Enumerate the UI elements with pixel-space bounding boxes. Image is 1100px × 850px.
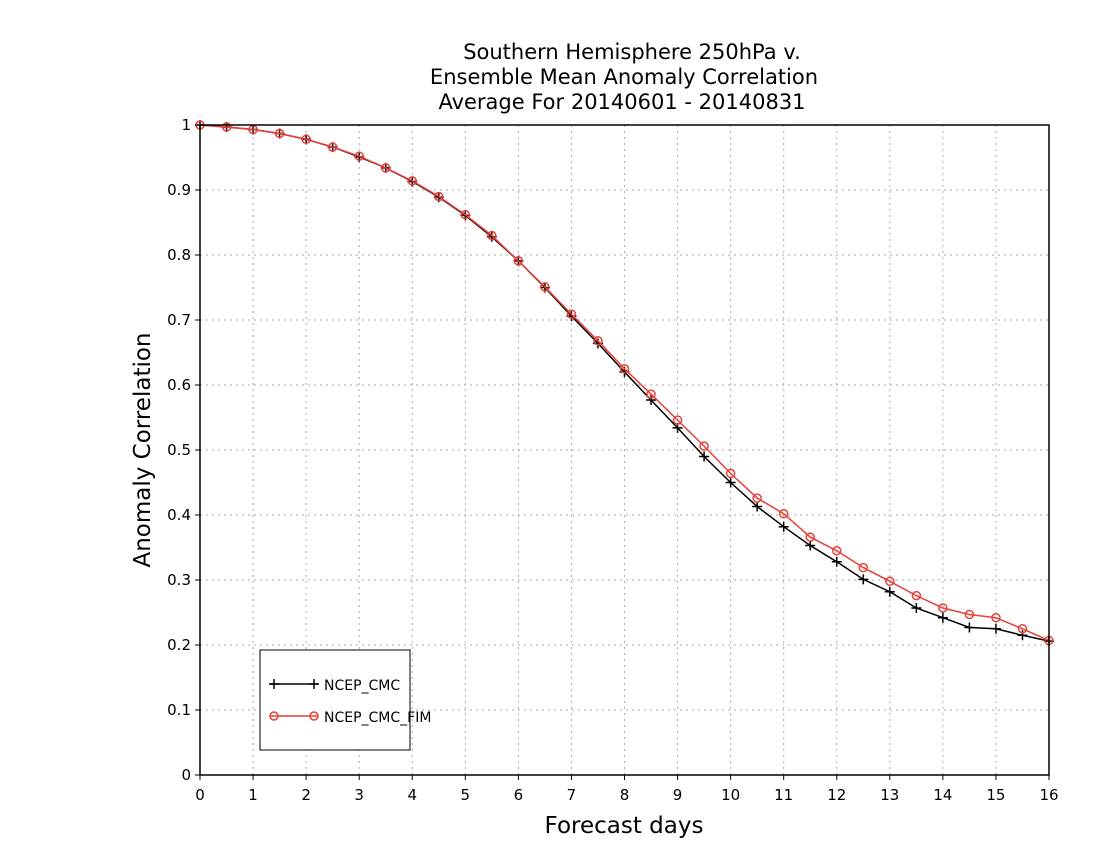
legend-label-ncep-cmc-fim: NCEP_CMC_FIM	[324, 710, 431, 726]
x-tick-label: 11	[774, 786, 793, 804]
x-tick-label: 13	[880, 786, 899, 804]
x-tick-label: 1	[248, 786, 258, 804]
legend-plus-marker	[269, 679, 319, 689]
x-tick-label: 5	[461, 786, 471, 804]
data-point-circle	[619, 364, 630, 374]
x-tick-label: 2	[301, 786, 311, 804]
y-tick-label: 0.6	[167, 376, 191, 394]
x-tick-label: 4	[407, 786, 417, 804]
x-tick-label: 3	[354, 786, 364, 804]
chart-title-line-2: Ensemble Mean Anomaly Correlation	[430, 65, 818, 89]
legend-circle-marker	[269, 711, 279, 721]
legend-label-ncep-cmc: NCEP_CMC	[324, 678, 400, 694]
x-axis-label: Forecast days	[545, 813, 704, 839]
data-point-circle	[885, 576, 895, 587]
y-axis-ticks: 0 0.1 0.2 0.3 0.4 0.5 0.6 0.7 0.8 0.9 1	[167, 116, 200, 784]
data-point-plus	[858, 574, 869, 585]
data-point-circle	[725, 468, 736, 479]
data-point-circle	[752, 493, 762, 503]
x-tick-label: 7	[567, 786, 577, 804]
y-tick-label: 1	[181, 116, 191, 134]
chart-title-line-3: Average For 20140601 - 20140831	[438, 90, 805, 114]
data-point-plus	[778, 521, 789, 532]
y-axis-label: Anomaly Correlation	[130, 332, 156, 567]
y-tick-label: 0.9	[167, 181, 191, 199]
y-tick-label: 0	[181, 766, 191, 784]
data-point-plus	[646, 394, 657, 405]
y-tick-label: 0.4	[167, 506, 191, 524]
data-point-circle	[327, 142, 338, 152]
data-point-circle	[460, 209, 471, 220]
y-tick-label: 0.7	[167, 311, 191, 329]
series-line	[199, 124, 1050, 642]
data-point-circle	[274, 128, 285, 139]
data-point-plus	[699, 451, 710, 462]
data-point-circle	[540, 282, 550, 292]
data-point-circle	[407, 176, 417, 186]
legend-box	[259, 649, 411, 751]
data-point-circle	[964, 609, 975, 620]
data-point-circle	[354, 151, 364, 161]
data-point-circle	[593, 336, 603, 346]
legend-entry-ncep-cmc: NCEP_CMC	[269, 678, 400, 694]
data-point-circle	[911, 590, 922, 601]
data-point-plus	[964, 622, 975, 633]
x-tick-label: 6	[514, 786, 524, 804]
x-tick-label: 9	[673, 786, 683, 804]
x-axis-ticks: 0 1 2 3 4 5 6 7 8 9 10 11 12 13 14 15 16	[195, 775, 1059, 804]
data-point-plus	[831, 556, 842, 567]
data-point-circle	[487, 230, 497, 241]
x-tick-label: 15	[986, 786, 1005, 804]
data-point-circle	[434, 191, 444, 202]
data-point-plus	[937, 612, 948, 623]
legend: NCEP_CMC NCEP_CMC_FIM	[259, 649, 431, 751]
data-point-circle	[646, 389, 656, 399]
data-point-plus	[752, 501, 763, 512]
data-point-plus	[990, 623, 1001, 634]
data-point-circle	[778, 508, 789, 519]
data-point-circle	[991, 612, 1001, 623]
data-point-circle	[566, 309, 577, 319]
data-point-circle	[805, 532, 815, 542]
series-ncep-cmc-fim	[195, 120, 1054, 646]
y-tick-label: 0.1	[167, 701, 191, 719]
legend-circle-marker	[309, 711, 319, 721]
y-tick-label: 0.5	[167, 441, 191, 459]
data-point-plus	[725, 477, 736, 488]
data-point-circle	[301, 134, 311, 145]
x-tick-label: 14	[933, 786, 952, 804]
data-point-circle	[832, 546, 842, 556]
y-tick-label: 0.2	[167, 636, 191, 654]
data-point-circle	[858, 562, 869, 573]
x-tick-label: 12	[827, 786, 846, 804]
data-point-plus	[911, 602, 922, 613]
y-tick-label: 0.8	[167, 246, 191, 264]
x-tick-label: 0	[195, 786, 205, 804]
data-point-circle	[672, 415, 683, 425]
grid	[200, 125, 1049, 775]
series-layer	[195, 120, 1054, 647]
x-tick-label: 10	[721, 786, 740, 804]
y-tick-label: 0.3	[167, 571, 191, 589]
data-point-plus	[884, 586, 895, 597]
data-point-circle	[699, 441, 709, 451]
chart-title-line-1: Southern Hemisphere 250hPa v.	[463, 40, 801, 64]
x-tick-label: 16	[1039, 786, 1058, 804]
data-point-circle	[221, 122, 232, 132]
chart-title: Southern Hemisphere 250hPa v. Ensemble M…	[430, 40, 818, 114]
data-point-circle	[380, 163, 391, 173]
data-point-plus	[805, 540, 816, 551]
data-point-circle	[513, 256, 524, 266]
data-point-circle	[1017, 624, 1028, 634]
legend-entry-ncep-cmc-fim: NCEP_CMC_FIM	[269, 710, 431, 726]
x-tick-label: 8	[620, 786, 630, 804]
data-point-circle	[938, 603, 948, 613]
data-point-plus	[1017, 630, 1028, 641]
